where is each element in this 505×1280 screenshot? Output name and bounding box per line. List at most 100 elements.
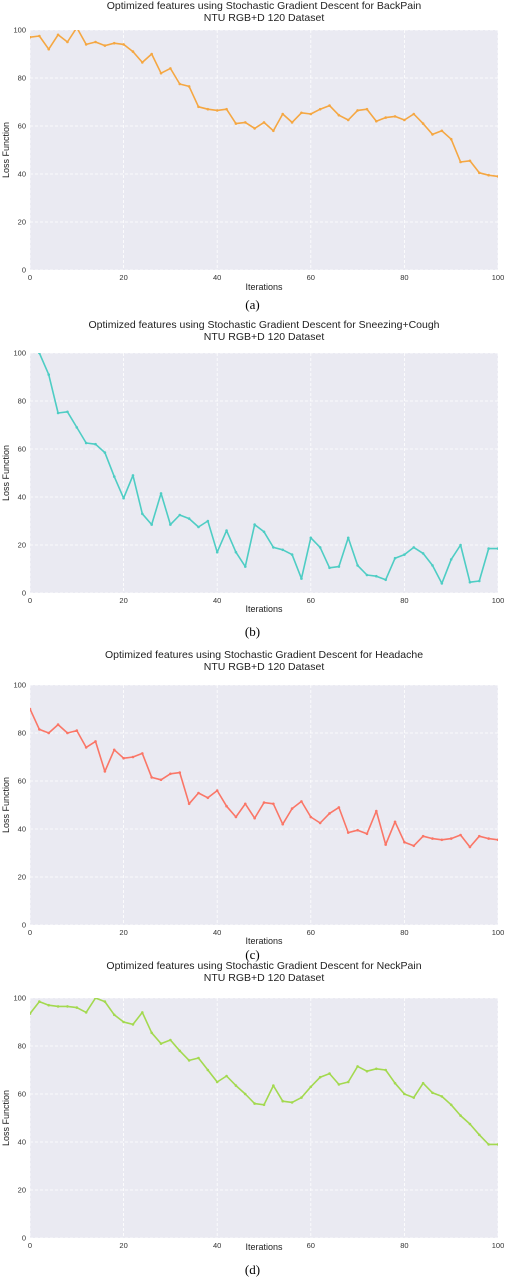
- data-point: [206, 796, 210, 800]
- data-point: [84, 43, 88, 46]
- data-point: [365, 573, 369, 577]
- data-point: [375, 1067, 378, 1071]
- data-point: [440, 129, 444, 133]
- data-point: [75, 426, 79, 429]
- y-tick-label: 0: [22, 266, 26, 275]
- x-tick-label: 80: [400, 596, 408, 605]
- y-tick-label: 100: [13, 349, 26, 358]
- chart-title: Optimized features using Stochastic Grad…: [107, 0, 422, 12]
- plot-area: [30, 30, 498, 270]
- data-point: [281, 548, 285, 552]
- series-group: [30, 707, 498, 849]
- data-point: [300, 577, 303, 580]
- y-tick-label: 80: [18, 729, 26, 738]
- y-tick-label: 80: [18, 1042, 26, 1051]
- data-point: [94, 740, 97, 743]
- chart-subtitle: NTU RGB+D 120 Dataset: [204, 972, 325, 984]
- data-point: [346, 831, 350, 834]
- data-point: [159, 778, 163, 782]
- data-point: [281, 822, 285, 826]
- chart-headache: Optimized features using Stochastic Grad…: [1, 649, 504, 946]
- data-point: [141, 1011, 144, 1014]
- data-point: [75, 1006, 79, 1009]
- chart-subtitle: NTU RGB+D 120 Dataset: [204, 12, 325, 24]
- data-point: [66, 1005, 69, 1008]
- data-point: [262, 121, 266, 124]
- data-point: [197, 105, 200, 109]
- y-tick-label: 20: [18, 1186, 26, 1195]
- data-point: [103, 1000, 107, 1003]
- data-point: [225, 529, 228, 532]
- data-point: [468, 845, 472, 849]
- data-point: [141, 61, 144, 64]
- data-point: [66, 731, 69, 735]
- data-point: [56, 33, 60, 37]
- data-point: [187, 1059, 191, 1062]
- data-point: [496, 547, 498, 550]
- data-point: [150, 776, 153, 779]
- x-tick-label: 80: [400, 1241, 408, 1250]
- data-point: [141, 752, 144, 755]
- data-point: [309, 112, 313, 116]
- data-point: [356, 1065, 359, 1068]
- data-point: [449, 137, 453, 141]
- data-point: [337, 1083, 341, 1086]
- data-point: [431, 837, 434, 840]
- y-tick-label: 60: [18, 445, 26, 454]
- x-tick-label: 20: [119, 596, 127, 605]
- data-point: [421, 1081, 425, 1085]
- data-point: [112, 1013, 116, 1017]
- y-tick-label: 60: [18, 122, 26, 131]
- data-point: [431, 1091, 434, 1095]
- data-point: [47, 373, 51, 376]
- chart-sneezing-cough: Optimized features using Stochastic Grad…: [1, 319, 504, 614]
- data-point: [431, 564, 434, 567]
- chart-title: Optimized features using Stochastic Grad…: [105, 649, 423, 661]
- data-point: [47, 47, 51, 51]
- y-tick-label: 20: [18, 873, 26, 882]
- data-point: [159, 71, 163, 75]
- data-point: [215, 1080, 219, 1084]
- data-point: [403, 1092, 406, 1096]
- data-point: [122, 496, 125, 500]
- x-axis-label: Iterations: [245, 936, 283, 946]
- data-point: [206, 1068, 210, 1072]
- data-point: [477, 1133, 481, 1137]
- data-point: [309, 1085, 313, 1089]
- data-point: [468, 1122, 472, 1126]
- data-point: [375, 809, 378, 813]
- data-point: [215, 550, 219, 554]
- y-tick-label: 100: [13, 994, 26, 1003]
- data-point: [56, 1005, 60, 1008]
- data-point: [66, 40, 69, 44]
- data-point: [300, 1096, 303, 1099]
- data-point: [375, 574, 378, 578]
- panel-caption: (a): [245, 297, 260, 312]
- data-point: [253, 1102, 256, 1105]
- data-point: [328, 104, 331, 107]
- data-point: [477, 579, 481, 583]
- data-point: [309, 815, 313, 819]
- y-tick-label: 80: [18, 74, 26, 83]
- data-point: [393, 1081, 397, 1085]
- data-point: [459, 833, 462, 837]
- x-tick-label: 40: [213, 596, 221, 605]
- y-tick-label: 60: [18, 1090, 26, 1099]
- chart-panel-headache: Optimized features using Stochastic Grad…: [0, 648, 505, 963]
- data-point: [84, 441, 88, 445]
- data-point: [30, 35, 32, 39]
- data-point: [112, 475, 116, 478]
- data-point: [94, 40, 97, 44]
- data-point: [56, 723, 60, 726]
- chart-title: Optimized features using Stochastic Grad…: [106, 960, 421, 972]
- data-point: [421, 122, 425, 125]
- data-point: [197, 1056, 200, 1060]
- data-point: [440, 838, 444, 842]
- data-point: [150, 523, 153, 526]
- data-point: [215, 789, 219, 792]
- plot-area: [30, 685, 498, 925]
- data-point: [178, 1049, 182, 1053]
- panel-caption: (c): [245, 947, 260, 962]
- panel-caption: (d): [244, 1262, 261, 1277]
- data-point: [449, 558, 453, 561]
